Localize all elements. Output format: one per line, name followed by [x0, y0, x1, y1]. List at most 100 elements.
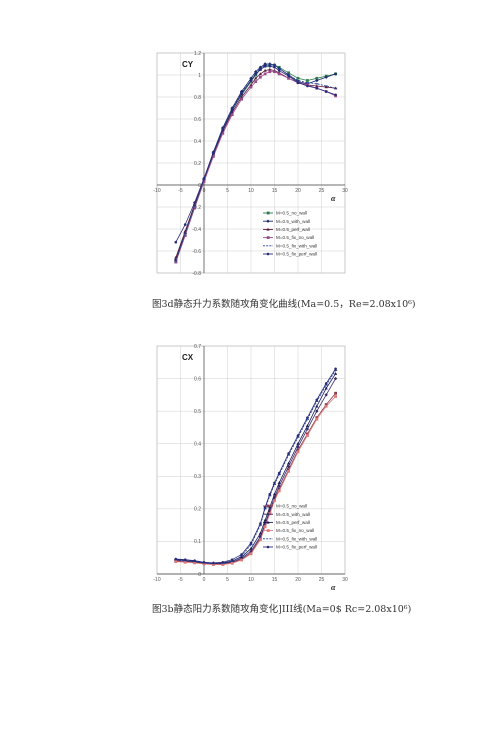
chart2-data-point [324, 386, 328, 390]
chart1-legend-marker [266, 236, 270, 239]
chart1-data-point [306, 79, 309, 82]
chart2-data-point [273, 481, 276, 485]
chart1-data-point [315, 76, 319, 80]
chart1-xtick-label: 15 [272, 188, 278, 194]
chart1-xlabel: α [331, 194, 336, 203]
chart1-data-point [249, 79, 253, 82]
chart1-data-point [202, 180, 206, 184]
chart2-xtick-label: -10 [153, 577, 160, 583]
chart2-data-point [263, 508, 267, 510]
chart2-data-point [258, 524, 262, 526]
chart2-data-point [263, 525, 267, 529]
chart1-data-point [240, 92, 243, 95]
chart1-xtick-label: -5 [178, 188, 183, 194]
chart1-legend-label: M=0.5_fix_no_wall [276, 235, 314, 240]
chart2-data-point [268, 508, 272, 513]
chart1-data-point [193, 205, 197, 207]
chart2-data-point [324, 403, 328, 407]
chart2-data-point [268, 512, 272, 516]
chart1-legend-label: M=0.5_with_wall [276, 219, 310, 224]
chart1-data-point [324, 75, 328, 79]
chart2-xtick-label: 0 [203, 577, 206, 583]
chart1-ytick-label: 0 [198, 183, 201, 189]
chart2-data-point [306, 434, 309, 437]
chart1-data-point [254, 72, 257, 76]
chart2-data-point [334, 371, 338, 375]
chart1-data-point [174, 260, 178, 264]
chart2-data-point [315, 409, 319, 413]
chart2-xtick-label: 25 [319, 577, 325, 583]
chart1-data-point [277, 69, 281, 72]
chart2-legend-label: M=0.5_fix_perf_wall [276, 545, 317, 550]
chart1-data-point [324, 85, 328, 89]
chart2-legend-marker [266, 545, 270, 549]
chart1-data-point [315, 78, 319, 83]
chart1-xtick-label: 20 [295, 188, 301, 194]
chart1-ytick-label: 0.6 [194, 117, 201, 123]
chart2-data-point [202, 560, 206, 564]
chart1-ytick-label: 1.2 [194, 51, 201, 57]
chart1-ytick-label: -0.2 [192, 205, 201, 211]
chart2-data-point [258, 531, 262, 535]
chart2-data-point [315, 404, 319, 408]
chart2-data-point [240, 555, 244, 557]
chart2-data-point [334, 367, 337, 371]
chart1-data-point [315, 84, 319, 88]
cx-chart: 0.7 0.6 0.5 0.4 0.3 0.2 0.1 0 -10 -5 0 5 10 15 20 25 30 C… [145, 340, 355, 592]
chart1-ytick-label: 0.2 [194, 161, 201, 167]
chart1-data-point [334, 87, 338, 89]
chart2-data-point [249, 541, 253, 545]
chart1-data-point [174, 240, 178, 244]
chart1-ytick-label: -0.6 [192, 249, 201, 255]
chart1-data-point [174, 260, 178, 262]
chart2-ylabel: CX [182, 353, 194, 362]
chart1-data-point [296, 81, 300, 84]
chart1-data-point [221, 128, 225, 132]
chart2-legend-marker [266, 504, 270, 508]
chart1-data-point [221, 131, 225, 135]
chart1-data-point [296, 80, 300, 81]
cy-chart: 1.2 1 0.8 0.6 0.4 0.2 0 -0.2 -0.4 -0.6 -0.8 -10 -5 0 5… [145, 45, 355, 285]
chart1-data-point [258, 72, 262, 76]
cx-chart-caption: 图3b静态阳力系数随攻角变化]III线(Ma=0$ Rc=2.08x10⁶) [152, 604, 412, 615]
chart1-data-point [324, 90, 328, 93]
chart2-data-point [212, 563, 215, 566]
chart1-data-point [324, 85, 328, 87]
chart2-data-point [296, 445, 300, 449]
chart2-legend-label: M=0.5_fix_no_wall [276, 528, 314, 533]
chart1-legend-label: M=0.5_no_wall [276, 211, 307, 216]
chart2-data-point [183, 558, 187, 561]
chart2-xlabel: α [331, 583, 336, 592]
cx-chart-svg: 0.7 0.6 0.5 0.4 0.3 0.2 0.1 0 -10 -5 0 5 10 15 20 25 30 C… [153, 344, 348, 592]
chart2-data-point [230, 558, 234, 561]
chart2-data-point [268, 505, 272, 509]
chart2-series-line [175, 396, 336, 565]
chart2-data-point [324, 384, 328, 386]
chart1-data-point [183, 232, 187, 234]
chart2-data-point [287, 452, 290, 455]
chart2-data-point [306, 432, 309, 436]
chart1-data-point [240, 95, 244, 99]
chart1-data-point [183, 223, 187, 226]
chart2-data-point [268, 495, 272, 497]
chart1-data-point [183, 229, 187, 233]
chart1-ytick-label: 1 [198, 73, 201, 79]
chart1-data-point [296, 76, 300, 80]
chart1-data-point [287, 76, 290, 80]
chart1-data-point [287, 71, 290, 75]
chart2-data-point [212, 561, 215, 565]
chart2-data-point [334, 395, 337, 398]
chart2-ytick-label: 0.1 [194, 539, 201, 545]
chart1-data-point [259, 75, 262, 79]
chart2-data-point [249, 546, 253, 550]
chart2-data-point [324, 382, 328, 385]
chart2-data-point [221, 563, 225, 566]
chart1-legend-marker [266, 252, 270, 256]
chart2-xtick-label: 20 [295, 577, 301, 583]
chart2-legend-label: M=0.5_with_wall [276, 512, 310, 517]
chart2-data-point [286, 464, 291, 469]
chart2-data-point [305, 418, 309, 420]
chart2-data-point [259, 538, 262, 542]
chart1-data-point [334, 93, 337, 97]
chart2-data-point [287, 470, 290, 473]
